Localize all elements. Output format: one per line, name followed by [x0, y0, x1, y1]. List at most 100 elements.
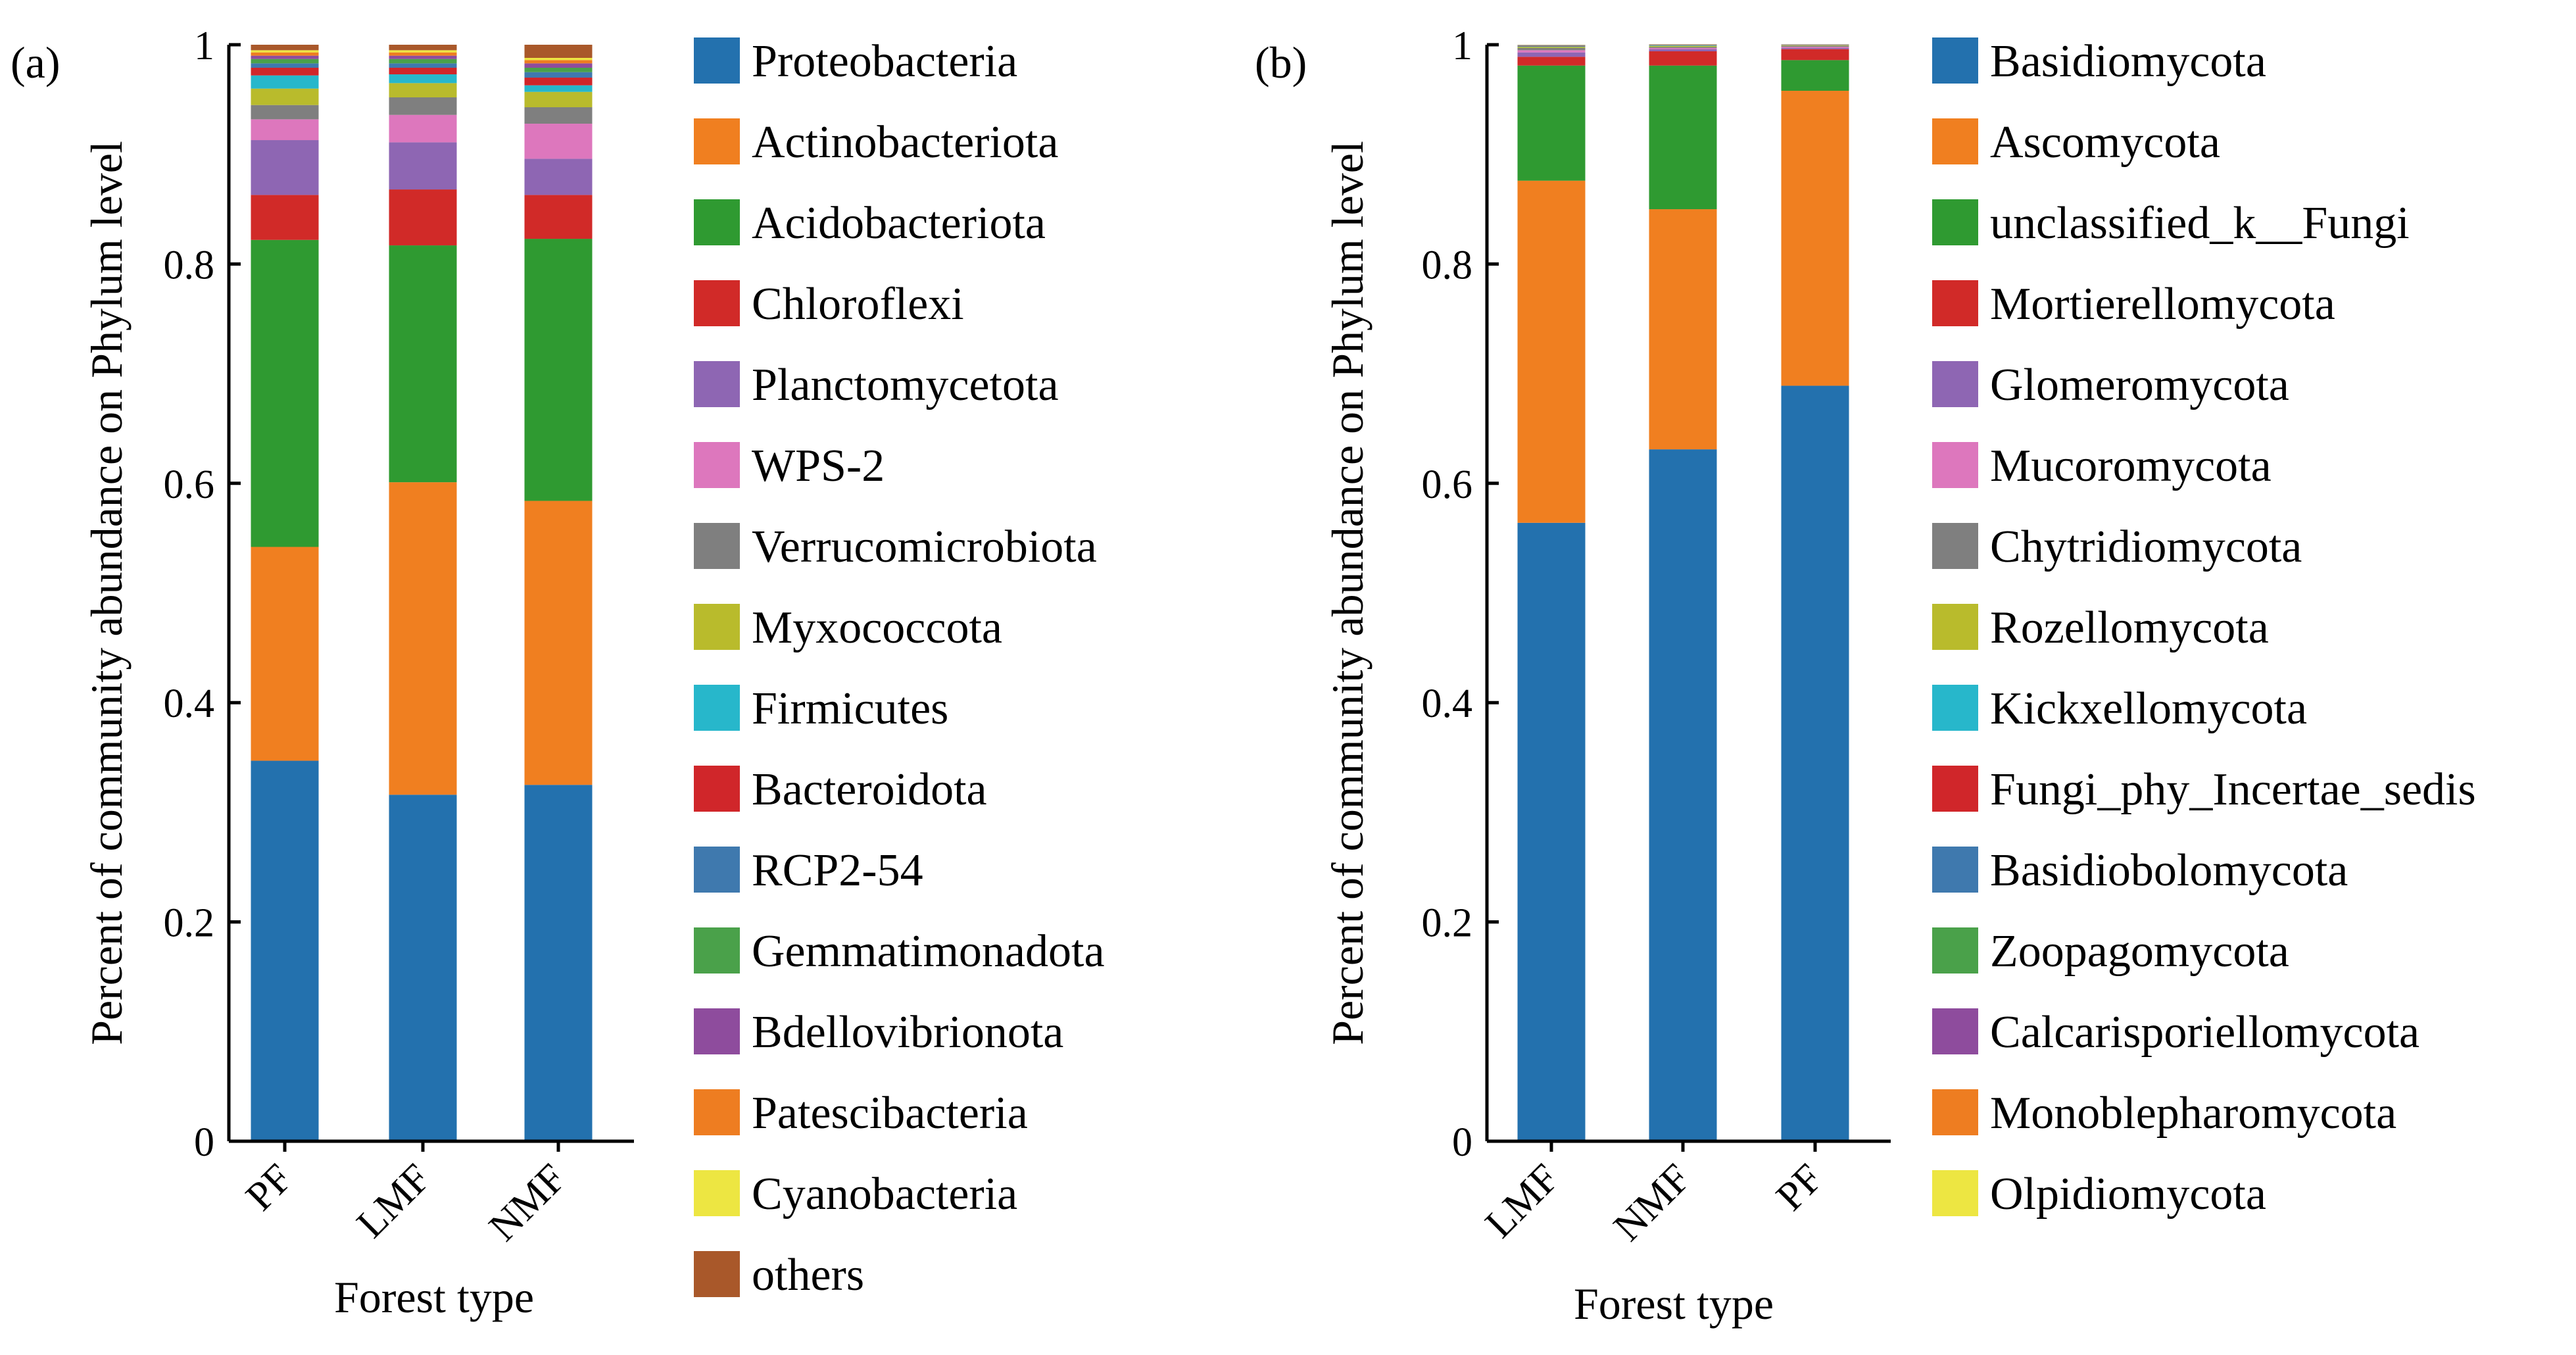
bar-segment-pf-6 — [1781, 45, 1849, 47]
bar-segment-pf-9 — [251, 68, 319, 76]
bar-segment-pf-6 — [251, 105, 319, 120]
legend-label: Chytridiomycota — [1990, 522, 2302, 572]
legend-label: Myxococcota — [752, 603, 1002, 653]
y-tick-label: 0.6 — [1422, 462, 1473, 507]
bar-segment-lmf-5 — [1517, 50, 1586, 53]
bar-segment-pf-15 — [251, 45, 319, 51]
legend-swatch — [694, 1170, 740, 1216]
bar-segment-pf-0 — [251, 760, 319, 1141]
chart-panel-b: (b) 0 0.2 0.4 0.6 0.8 1 LMF NMF PF Forest type Perc… — [1255, 24, 2476, 1329]
bar-segment-pf-13 — [251, 52, 319, 56]
bar-segment-nmf-12 — [524, 63, 593, 68]
bar-segment-lmf-2 — [389, 245, 457, 483]
bar-segment-lmf-6 — [389, 97, 457, 115]
legend-swatch — [1932, 280, 1978, 326]
bar-segment-pf-8 — [251, 75, 319, 89]
bar-segment-nmf-4 — [1649, 49, 1717, 52]
bar-segment-lmf-11 — [389, 59, 457, 64]
y-tick-label: 0.4 — [1422, 681, 1473, 726]
legend-swatch — [694, 604, 740, 650]
y-tick-label: 0.8 — [1422, 243, 1473, 287]
legend: Basidiomycota Ascomycota unclassified_k__F… — [1932, 36, 2476, 1220]
bar-segment-lmf-8 — [389, 74, 457, 84]
x-tick-label-pf: PF — [1768, 1156, 1832, 1220]
legend-label: Mucoromycota — [1990, 441, 2272, 491]
bar-segment-pf-10 — [251, 63, 319, 68]
y-tick-label: 1 — [194, 24, 214, 68]
y-tick-label: 0.8 — [164, 243, 215, 287]
legend-label: Basidiomycota — [1990, 36, 2266, 87]
bar-segment-pf-11 — [251, 59, 319, 64]
y-tick-label: 0 — [194, 1120, 214, 1165]
legend-swatch — [1932, 37, 1978, 84]
bar-segment-pf-1 — [1781, 91, 1849, 386]
legend-swatch — [1932, 1170, 1978, 1216]
legend-label: Basidiobolomycota — [1990, 845, 2348, 896]
legend-swatch — [1932, 847, 1978, 893]
y-tick-label: 0.2 — [1422, 901, 1473, 946]
legend-label: unclassified_k__Fungi — [1990, 198, 2410, 249]
bar-segment-nmf-9 — [524, 78, 593, 86]
bar-segment-lmf-10 — [1517, 45, 1586, 46]
bar-segment-nmf-1 — [524, 501, 593, 785]
x-axis-title: Forest type — [334, 1272, 534, 1322]
bar-segment-lmf-7 — [389, 83, 457, 98]
legend-swatch — [694, 118, 740, 164]
legend-swatch — [1932, 361, 1978, 407]
legend-swatch — [1932, 118, 1978, 164]
bar-segment-lmf-4 — [1517, 52, 1586, 57]
legend-label: Mortierellomycota — [1990, 279, 2335, 330]
x-tick-label-pf: PF — [237, 1156, 301, 1220]
bar-segment-nmf-15 — [524, 45, 593, 59]
legend-swatch — [694, 685, 740, 731]
bar-segment-nmf-0 — [1649, 449, 1717, 1141]
legend-swatch — [694, 1089, 740, 1135]
legend-swatch — [694, 280, 740, 326]
bar-segment-lmf-6 — [1517, 48, 1586, 51]
bar-segment-nmf-2 — [1649, 65, 1717, 210]
bar-segment-nmf-11 — [524, 68, 593, 72]
bar-segment-lmf-4 — [389, 142, 457, 190]
legend-label: Planctomycetota — [752, 360, 1059, 410]
bar-segment-lmf-12 — [389, 55, 457, 59]
legend-label: Bdellovibrionota — [752, 1007, 1063, 1058]
bar-segment-pf-2 — [1781, 60, 1849, 91]
bar-segment-nmf-5 — [524, 124, 593, 159]
bar-segment-lmf-9 — [1517, 45, 1586, 47]
bar-segment-nmf-5 — [1649, 48, 1717, 49]
bar-segment-pf-2 — [251, 239, 319, 547]
legend-label: RCP2-54 — [752, 845, 923, 896]
legend-swatch — [1932, 927, 1978, 973]
bar-segment-lmf-1 — [389, 482, 457, 795]
bar-segment-pf-12 — [251, 55, 319, 59]
bar-segment-nmf-10 — [524, 72, 593, 78]
bar-segment-pf-3 — [1781, 49, 1849, 61]
legend-label: Fungi_phy_Incertae_sedis — [1990, 764, 2476, 815]
bar-segment-pf-7 — [1781, 45, 1849, 46]
bar-segment-pf-5 — [1781, 47, 1849, 49]
y-axis-title: Percent of community abundance on Phylum… — [1323, 141, 1373, 1045]
bar-segment-pf-7 — [251, 88, 319, 105]
legend-swatch — [1932, 199, 1978, 245]
bar-segment-nmf-8 — [524, 85, 593, 92]
bar-segment-lmf-0 — [1517, 522, 1586, 1141]
bar-segment-nmf-6 — [1649, 47, 1717, 49]
bar-segment-lmf-9 — [389, 68, 457, 75]
y-tick-label: 1 — [1452, 24, 1472, 68]
legend-label: Olpidiomycota — [1990, 1169, 2266, 1220]
bar-segment-nmf-3 — [1649, 51, 1717, 66]
legend-label: Acidobacteriota — [752, 198, 1046, 249]
bar-segment-nmf-3 — [524, 195, 593, 239]
legend-label: Verrucomicrobiota — [752, 522, 1097, 572]
bar-segment-nmf-7 — [524, 91, 593, 108]
bar-segment-lmf-0 — [389, 795, 457, 1141]
bar-segment-pf-14 — [251, 50, 319, 53]
bar-segment-nmf-2 — [524, 239, 593, 501]
legend-swatch — [694, 1251, 740, 1297]
legend-label: Ascomycota — [1990, 117, 2220, 168]
legend-swatch — [694, 361, 740, 407]
x-tick-label-nmf: NMF — [1605, 1156, 1699, 1250]
x-tick-label-lmf: LMF — [349, 1156, 439, 1246]
legend-swatch — [694, 37, 740, 84]
